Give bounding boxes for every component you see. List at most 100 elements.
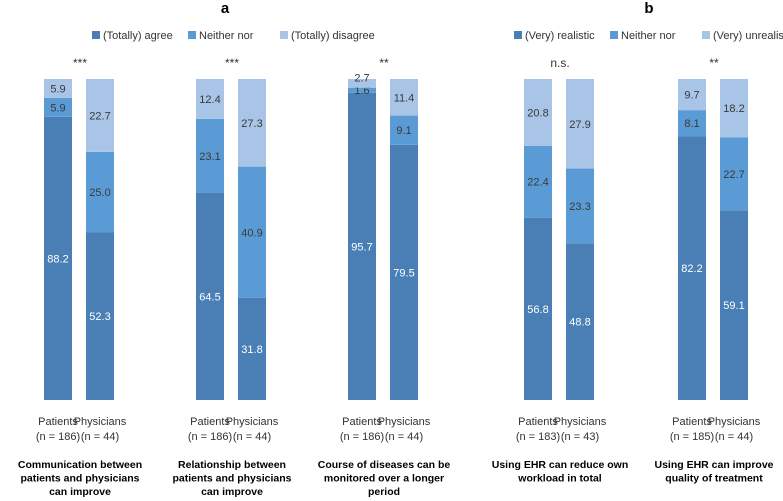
bar-segment — [390, 144, 418, 400]
bar-segment — [44, 97, 72, 117]
data-label: 12.4 — [199, 94, 220, 106]
data-label: 18.2 — [723, 103, 744, 115]
bar-segment — [196, 192, 224, 400]
data-label: 79.5 — [393, 267, 414, 279]
data-label: 8.1 — [684, 118, 699, 130]
data-label: 2.7 — [354, 72, 369, 84]
data-label: 22.7 — [89, 110, 110, 122]
x-tick-label: Physicians — [708, 416, 761, 428]
data-label: 27.9 — [569, 119, 590, 131]
data-label: 25.0 — [89, 187, 110, 199]
data-label: 59.1 — [723, 300, 744, 312]
data-label: 40.9 — [241, 227, 262, 239]
data-label: 20.8 — [527, 107, 548, 119]
x-tick-label: Physicians — [226, 416, 279, 428]
legend-swatch — [610, 31, 618, 39]
group-label: workload in total — [517, 473, 602, 485]
x-tick-label: Patients — [518, 416, 558, 428]
bar-segment — [196, 118, 224, 193]
x-tick-label: Patients — [342, 416, 382, 428]
x-tick-sublabel: (n = 185) — [670, 431, 714, 443]
significance-marker: ** — [709, 56, 719, 70]
data-label: 27.3 — [241, 118, 262, 130]
bar-segment — [86, 151, 114, 233]
bar-segment — [566, 79, 594, 169]
data-label: 11.4 — [394, 92, 415, 104]
data-label: 23.1 — [199, 151, 220, 163]
bar-segment — [348, 79, 376, 88]
significance-marker: *** — [225, 56, 239, 70]
data-label: 5.9 — [50, 83, 65, 95]
group-label: Relationship between — [178, 459, 286, 471]
bar-segment — [390, 79, 418, 116]
legend-label: Neither nor — [199, 30, 254, 42]
group-label: patients and physicians — [172, 473, 291, 485]
bar-segment — [390, 115, 418, 145]
group-label: Communication between — [18, 459, 142, 471]
bar-segment — [678, 136, 706, 400]
legend-label: (Very) unrealistic — [713, 30, 783, 42]
panel-letter: a — [221, 0, 230, 17]
data-label: 1.6 — [354, 85, 369, 97]
data-label: 95.7 — [351, 241, 372, 253]
bar-segment — [678, 79, 706, 111]
group-label: Using EHR can improve — [654, 459, 773, 471]
group-label: period — [368, 486, 400, 498]
data-label: 56.8 — [527, 304, 548, 316]
x-tick-sublabel: (n = 186) — [36, 431, 80, 443]
bar-segment — [524, 145, 552, 218]
group-label: can improve — [49, 486, 111, 498]
group-label: patients and physicians — [20, 473, 139, 485]
bar-segment — [720, 210, 748, 400]
data-label: 22.4 — [527, 177, 548, 189]
group-label: Course of diseases can be — [318, 459, 451, 471]
x-tick-label: Physicians — [378, 416, 431, 428]
bar-segment — [566, 168, 594, 244]
bar-segment — [348, 87, 376, 93]
bar-segment — [86, 232, 114, 400]
bar-segment — [678, 110, 706, 137]
bar-segment — [238, 166, 266, 298]
bar-segment — [44, 116, 72, 401]
x-tick-label: Patients — [190, 416, 230, 428]
x-tick-sublabel: (n = 44) — [385, 431, 423, 443]
x-tick-sublabel: (n = 44) — [715, 431, 753, 443]
data-label: 22.7 — [723, 169, 744, 181]
data-label: 48.8 — [569, 317, 590, 329]
bar-segment — [524, 217, 552, 400]
data-label: 23.3 — [569, 201, 590, 213]
data-label: 9.7 — [684, 90, 699, 102]
data-label: 52.3 — [89, 311, 110, 323]
bar-segment — [238, 79, 266, 167]
bar-segment — [720, 137, 748, 211]
x-tick-sublabel: (n = 44) — [81, 431, 119, 443]
legend-label: (Totally) agree — [103, 30, 173, 42]
legend-label: (Totally) disagree — [291, 30, 375, 42]
bar-segment — [348, 92, 376, 400]
legend-swatch — [92, 31, 100, 39]
bar-segment — [524, 79, 552, 146]
data-label: 9.1 — [396, 125, 411, 137]
group-label: quality of treatment — [665, 473, 763, 485]
legend-swatch — [280, 31, 288, 39]
x-tick-sublabel: (n = 183) — [516, 431, 560, 443]
x-tick-label: Patients — [38, 416, 78, 428]
x-tick-sublabel: (n = 44) — [233, 431, 271, 443]
x-tick-sublabel: (n = 186) — [188, 431, 232, 443]
bar-segment — [196, 79, 224, 119]
bar-segment — [720, 79, 748, 138]
legend-swatch — [702, 31, 710, 39]
bar-segment — [566, 243, 594, 400]
group-label: monitored over a longer — [324, 473, 444, 485]
data-label: 64.5 — [199, 291, 220, 303]
data-label: 82.2 — [681, 263, 702, 275]
legend-swatch — [188, 31, 196, 39]
x-tick-label: Physicians — [554, 416, 607, 428]
legend-label: (Very) realistic — [525, 30, 595, 42]
legend-label: Neither nor — [621, 30, 676, 42]
x-tick-label: Physicians — [74, 416, 127, 428]
significance-marker: *** — [73, 56, 87, 70]
significance-marker: ** — [379, 56, 389, 70]
data-label: 88.2 — [47, 253, 68, 265]
